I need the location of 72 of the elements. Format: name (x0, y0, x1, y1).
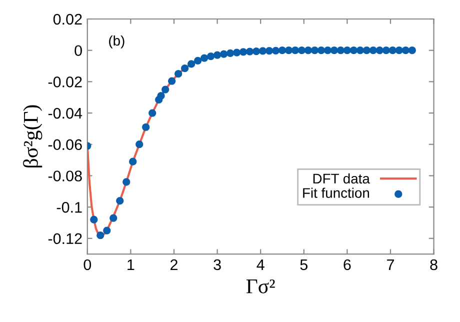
x-tick-label: 2 (170, 259, 178, 270)
point (408, 46, 416, 54)
point (362, 46, 370, 54)
point (136, 140, 144, 148)
y-tick-label: -0.12 (48, 233, 82, 244)
point (220, 50, 228, 58)
x-axis-title: Γσ² (246, 279, 275, 294)
point (330, 46, 338, 54)
y-tick-label: 0.02 (53, 14, 82, 25)
point (103, 226, 111, 234)
point (122, 178, 130, 186)
x-tick-label: 0 (84, 259, 92, 270)
y-tick-label: -0.08 (48, 170, 82, 182)
point (356, 46, 364, 54)
point (252, 47, 260, 56)
x-tick-label: 5 (300, 259, 308, 270)
legend-label: DFT data (313, 173, 370, 184)
point (116, 196, 124, 205)
y-tick-label: -0.06 (48, 139, 82, 150)
point (298, 46, 306, 54)
point (246, 48, 254, 56)
point (110, 214, 118, 222)
x-tick-label: 7 (387, 259, 394, 270)
point (336, 46, 344, 54)
point (174, 70, 182, 78)
point (272, 46, 280, 54)
point (226, 49, 234, 57)
point (265, 47, 274, 55)
y-tick-label: 0 (74, 45, 82, 56)
point (324, 46, 332, 54)
point (181, 64, 189, 72)
y-tick-label: -0.1 (56, 202, 82, 213)
x-tick-label: 8 (430, 259, 438, 270)
point (90, 216, 98, 224)
point (395, 46, 403, 54)
point (291, 46, 300, 54)
point (162, 86, 170, 94)
point (376, 46, 384, 54)
y-tick-label: -0.04 (48, 108, 82, 119)
point (213, 51, 222, 59)
point (284, 46, 293, 54)
y-axis-title: βσ²g(Γ) (23, 105, 42, 168)
x-tick-label: 6 (344, 259, 351, 270)
point (350, 46, 358, 54)
point (232, 48, 241, 56)
point (310, 46, 319, 54)
point (206, 52, 215, 60)
point (258, 47, 267, 55)
x-tick-label: 3 (214, 259, 221, 270)
point (369, 46, 377, 54)
point (239, 48, 248, 56)
annotation: (b) (109, 35, 124, 48)
legend-label: Fit function (303, 188, 370, 198)
x-tick-label: 4 (256, 259, 264, 270)
point (402, 46, 410, 54)
point (388, 46, 396, 54)
y-tick-label: -0.02 (48, 76, 82, 88)
point (278, 46, 286, 54)
x-tick-label: 1 (128, 259, 134, 270)
point (343, 46, 351, 54)
point (304, 46, 312, 54)
point (200, 54, 208, 62)
point (382, 46, 390, 54)
point (142, 123, 150, 131)
point (168, 77, 176, 85)
point (194, 56, 202, 64)
point (317, 46, 326, 54)
point (148, 109, 156, 117)
point (157, 92, 165, 100)
point (188, 60, 196, 68)
point (129, 158, 137, 166)
point (96, 231, 104, 240)
